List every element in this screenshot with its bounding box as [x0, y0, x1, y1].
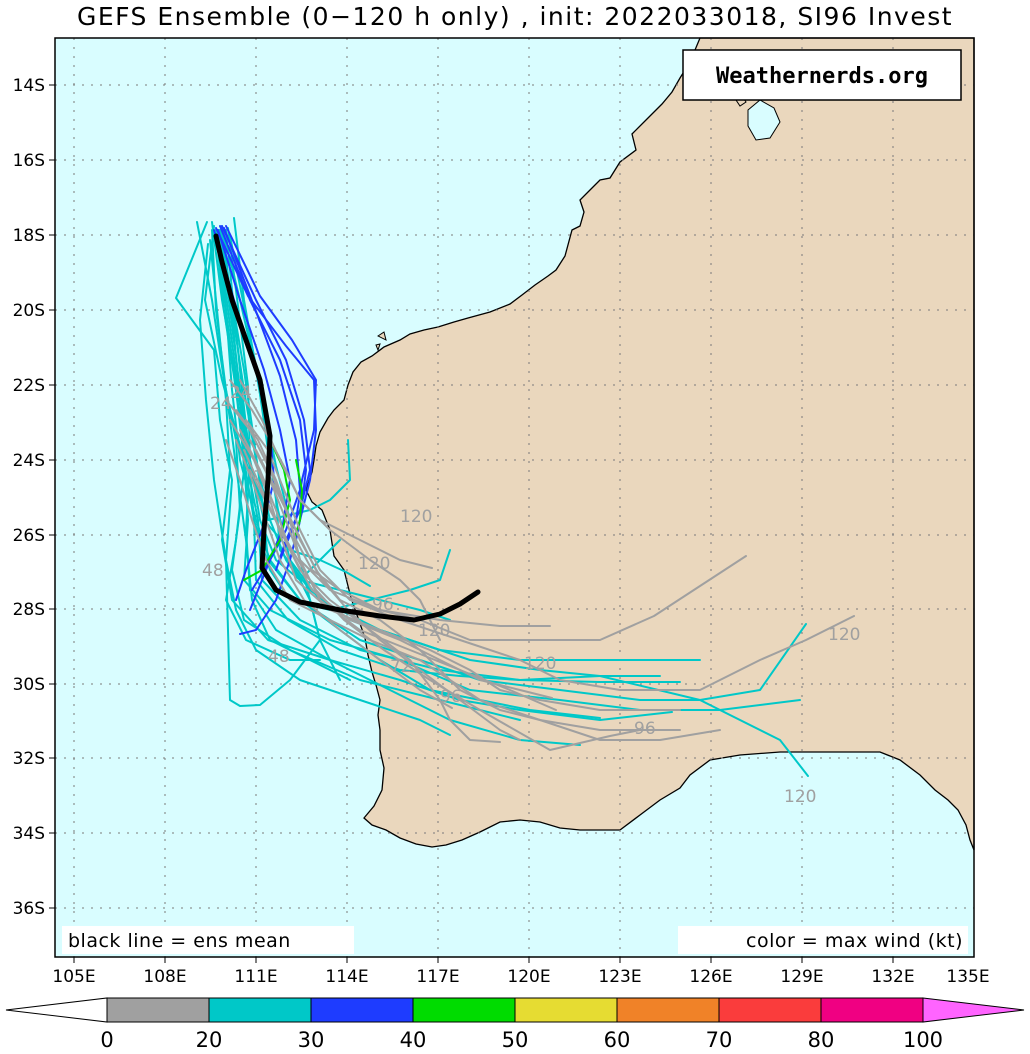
lat-tick-label: 16S — [13, 151, 45, 171]
hour-label: 24 — [210, 394, 232, 414]
lat-axis — [49, 84, 55, 909]
colorbar-bin — [820, 997, 924, 1023]
colorbar-bin — [412, 997, 516, 1023]
hour-label: 120 — [358, 554, 390, 574]
lon-tick-label: 117E — [416, 967, 459, 987]
lat-tick-label: 36S — [13, 899, 45, 919]
colorbar-bin — [514, 997, 618, 1023]
colorbar-label: 30 — [298, 1028, 325, 1052]
lat-tick-label: 30S — [13, 675, 45, 695]
colorbar-under-arrow — [5, 997, 108, 1023]
hour-labels: 120 120 120 120 120 120 96 96 96 72 48 4… — [202, 383, 860, 807]
hour-label: 48 — [268, 647, 290, 667]
lon-tick-label: 123E — [598, 967, 641, 987]
note-left: black line = ens mean — [68, 930, 291, 952]
lat-tick-label: 20S — [13, 301, 45, 321]
colorbar-label: 0 — [100, 1028, 113, 1052]
lon-axis — [73, 957, 894, 963]
hour-label: 72 — [390, 657, 412, 677]
lon-tick-label: 132E — [871, 967, 914, 987]
map-frame — [54, 37, 975, 958]
lat-tick-label: 26S — [13, 526, 45, 546]
lat-tick-label: 34S — [13, 824, 45, 844]
colorbar-label: 70 — [706, 1028, 733, 1052]
lon-tick-label: 135E — [946, 967, 989, 987]
note-left-box: black line = ens mean — [62, 926, 354, 954]
hour-label: 96 — [634, 719, 656, 739]
lat-labels: 14S 16S 18S 20S 22S 24S 26S 28S 30S 32S … — [13, 76, 45, 919]
hour-label: 120 — [524, 654, 556, 674]
lat-tick-label: 28S — [13, 600, 45, 620]
watermark-box: Weathernerds.org — [682, 49, 962, 101]
chart-title: GEFS Ensemble (0−120 h only) , init: 202… — [76, 2, 954, 31]
ensemble-mean-track — [213, 233, 481, 623]
graticule — [55, 38, 974, 957]
lat-tick-label: 24S — [13, 451, 45, 471]
lon-tick-label: 129E — [780, 967, 823, 987]
lon-tick-label: 114E — [325, 967, 368, 987]
hour-label: 120 — [784, 787, 816, 807]
watermark-text: Weathernerds.org — [716, 64, 928, 89]
lon-tick-label: 126E — [689, 967, 732, 987]
hour-label: 120 — [418, 621, 450, 641]
lon-tick-label: 108E — [143, 967, 186, 987]
lat-tick-label: 18S — [13, 226, 45, 246]
colorbar-bin — [616, 997, 720, 1023]
lat-tick-label: 32S — [13, 749, 45, 769]
colorbar-bin — [106, 997, 210, 1023]
colorbar-label: 50 — [502, 1028, 529, 1052]
colorbar-bin — [208, 997, 312, 1023]
colorbar-label: 40 — [400, 1028, 427, 1052]
lat-tick-label: 14S — [13, 76, 45, 96]
lon-tick-label: 120E — [507, 967, 550, 987]
colorbar-label: 80 — [808, 1028, 835, 1052]
lon-labels: 105E 108E 111E 114E 117E 120E 123E 126E … — [52, 967, 989, 987]
hour-label: 120 — [400, 507, 432, 527]
hour-label: 120 — [828, 625, 860, 645]
hour-label: 48 — [202, 561, 224, 581]
lon-tick-label: 105E — [52, 967, 95, 987]
colorbar-over-arrow — [922, 997, 1025, 1023]
hour-label: 96 — [440, 687, 462, 707]
colorbar-label: 20 — [196, 1028, 223, 1052]
colorbar — [5, 997, 1025, 1023]
lat-tick-label: 22S — [13, 376, 45, 396]
ensemble-tracks — [175, 217, 855, 777]
colorbar-bin — [718, 997, 822, 1023]
note-right-box: color = max wind (kt) — [678, 926, 968, 954]
lon-tick-label: 111E — [234, 967, 277, 987]
hour-label: 24 — [230, 383, 252, 403]
colorbar-label: 60 — [604, 1028, 631, 1052]
land-arnhem-detail — [747, 99, 781, 141]
colorbar-labels: 0 20 30 40 50 60 70 80 100 — [100, 1028, 943, 1052]
note-right: color = max wind (kt) — [746, 930, 963, 952]
colorbar-bin — [310, 997, 414, 1023]
colorbar-label: 100 — [903, 1028, 943, 1052]
hour-label: 96 — [372, 595, 394, 615]
